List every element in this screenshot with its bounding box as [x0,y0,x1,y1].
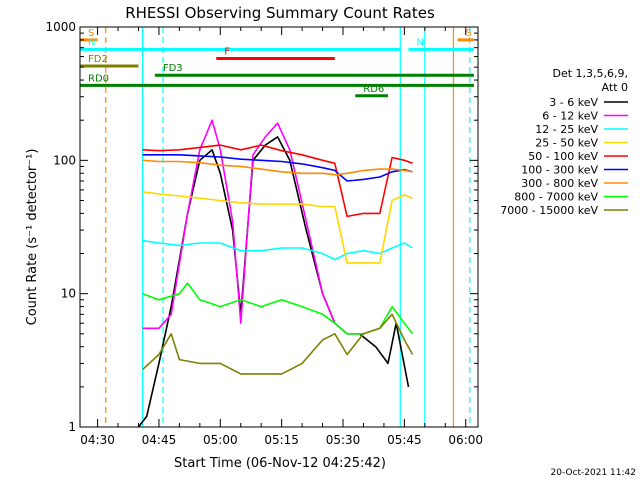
y-tick-label-3: 1000 [45,20,76,34]
legend-label-3: 25 - 50 keV [535,137,598,150]
x-axis-label: Start Time (06-Nov-12 04:25:42) [174,456,386,471]
legend-label-2: 12 - 25 keV [535,123,598,136]
interval-label-0: S [88,28,94,39]
series-line-6 [142,159,413,176]
y-axis-label: Count Rate (s⁻¹ detector⁻¹) [25,149,40,326]
legend-label-5: 100 - 300 keV [521,164,598,177]
interval-label-2: N [88,37,95,48]
series-line-3 [142,191,413,264]
y-tick-label-1: 10 [61,287,76,301]
chart-title: RHESSI Observing Summary Count Rates [125,4,435,22]
y-tick-label-0: 1 [68,420,76,434]
x-tick-label-5: 05:45 [387,433,422,447]
interval-label-4: F [224,47,230,58]
x-tick-label-4: 05:30 [326,433,361,447]
legend-label-4: 50 - 100 keV [528,150,598,163]
x-tick-label-3: 05:15 [264,433,299,447]
series-line-1 [142,119,336,330]
interval-label-5: FD2 [88,54,108,65]
interval-label-3: N [416,37,423,48]
footer-timestamp: 20-Oct-2021 11:42 [551,468,636,478]
series-line-0 [137,136,410,428]
legend-header-0: Det 1,3,5,6,9, [552,67,628,80]
interval-label-8: RD6 [363,84,384,95]
x-tick-label-2: 05:00 [203,433,238,447]
y-tick-label-2: 100 [53,153,76,167]
interval-label-7: RD0 [88,73,109,84]
series-line-4 [142,144,413,218]
x-tick-label-1: 04:45 [142,433,177,447]
plot-frame [79,26,479,428]
legend-label-7: 800 - 7000 keV [514,191,598,204]
legend-label-0: 3 - 6 keV [549,96,598,109]
series-line-5 [142,154,413,182]
series-line-8 [142,313,414,375]
legend-label-6: 300 - 800 keV [521,177,598,190]
x-tick-label-0: 04:30 [80,433,115,447]
legend-label-8: 7000 - 15000 keV [500,204,598,217]
y-axis-label-text: Count Rate (s⁻¹ detector⁻¹) [25,149,40,326]
series-line-2 [142,239,414,261]
interval-label-1: S [466,28,472,39]
legend-label-1: 6 - 12 keV [542,110,598,123]
interval-label-6: FD3 [163,63,183,74]
series-line-7 [142,282,414,335]
legend-header-1: Att 0 [602,81,628,94]
x-tick-label-6: 06:00 [448,433,483,447]
